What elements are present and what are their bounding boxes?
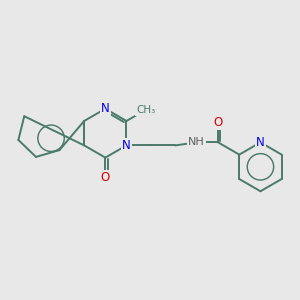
Text: O: O <box>101 171 110 184</box>
Text: CH₃: CH₃ <box>136 105 155 115</box>
Text: NH: NH <box>188 137 205 147</box>
Text: N: N <box>101 102 110 115</box>
Text: N: N <box>122 139 131 152</box>
Text: O: O <box>214 116 223 129</box>
Text: N: N <box>256 136 265 149</box>
